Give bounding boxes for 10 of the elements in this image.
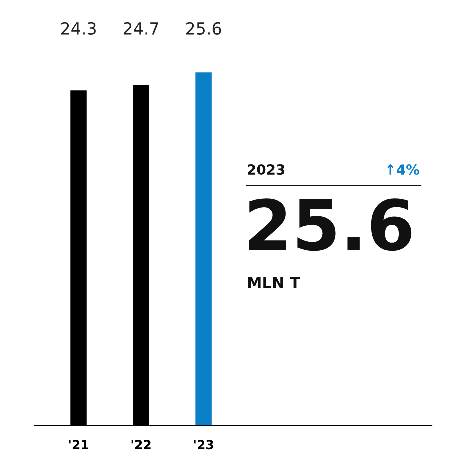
text: 2023 [248,164,285,176]
x-tick-label: '21 [69,440,89,450]
text: MLN T [248,277,300,288]
data-label: 24.7 [124,22,158,35]
data-label: 24.3 [61,22,96,35]
data-label: 25.6 [186,22,222,35]
x-tick-label: '23 [194,440,214,450]
text: ↑4% [387,164,420,176]
x-tick-label: '22 [132,440,151,450]
text: 25.6 [249,198,412,252]
